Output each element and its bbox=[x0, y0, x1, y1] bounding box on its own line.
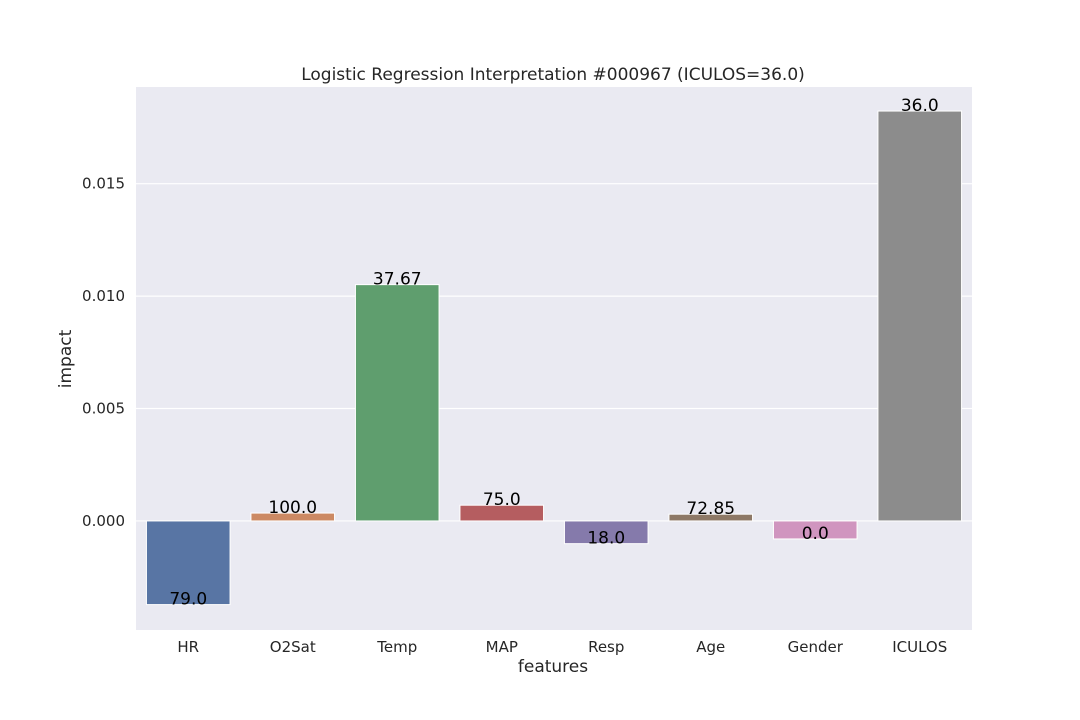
bar-label: 75.0 bbox=[483, 490, 521, 510]
x-tick-labels: HR O2Sat Temp MAP Resp Age Gender ICULOS bbox=[177, 638, 947, 656]
bar-label: 37.67 bbox=[373, 270, 422, 290]
x-tick-label: MAP bbox=[486, 638, 518, 656]
y-tick-label: 0.010 bbox=[82, 287, 125, 305]
y-axis-label: impact bbox=[56, 329, 76, 388]
bar-map bbox=[459, 504, 545, 522]
bar-labels: 79.0 100.0 37.67 75.0 18.0 72.85 0.0 36.0 bbox=[169, 96, 938, 610]
bar-label: 0.0 bbox=[802, 524, 829, 544]
y-tick-label: 0.000 bbox=[82, 512, 125, 530]
x-tick-label: O2Sat bbox=[270, 638, 316, 656]
bar-temp bbox=[354, 284, 440, 522]
x-tick-label: Age bbox=[696, 638, 725, 656]
bar-hr bbox=[145, 520, 231, 606]
bar-iculos bbox=[877, 110, 963, 522]
bar-label: 36.0 bbox=[901, 96, 939, 116]
x-tick-label: ICULOS bbox=[892, 638, 947, 656]
y-tick-label: 0.005 bbox=[82, 400, 125, 418]
bar-gender bbox=[772, 520, 858, 540]
x-tick-label: Resp bbox=[588, 638, 624, 656]
y-tick-labels: 0.000 0.005 0.010 0.015 bbox=[82, 175, 125, 530]
x-tick-label: Temp bbox=[376, 638, 417, 656]
x-axis-label: features bbox=[518, 657, 588, 677]
bar-resp bbox=[563, 520, 649, 545]
bars bbox=[145, 110, 963, 606]
bar-label: 72.85 bbox=[686, 499, 735, 519]
x-tick-label: HR bbox=[177, 638, 199, 656]
bar-o2sat bbox=[250, 512, 336, 522]
plot-background bbox=[136, 87, 972, 630]
bar-label: 18.0 bbox=[587, 529, 625, 549]
chart-title: Logistic Regression Interpretation #0009… bbox=[301, 65, 805, 85]
bar-age bbox=[668, 513, 754, 522]
bar-label: 100.0 bbox=[268, 498, 317, 518]
x-tick-label: Gender bbox=[788, 638, 844, 656]
bar-label: 79.0 bbox=[169, 590, 207, 610]
y-tick-label: 0.015 bbox=[82, 175, 125, 193]
